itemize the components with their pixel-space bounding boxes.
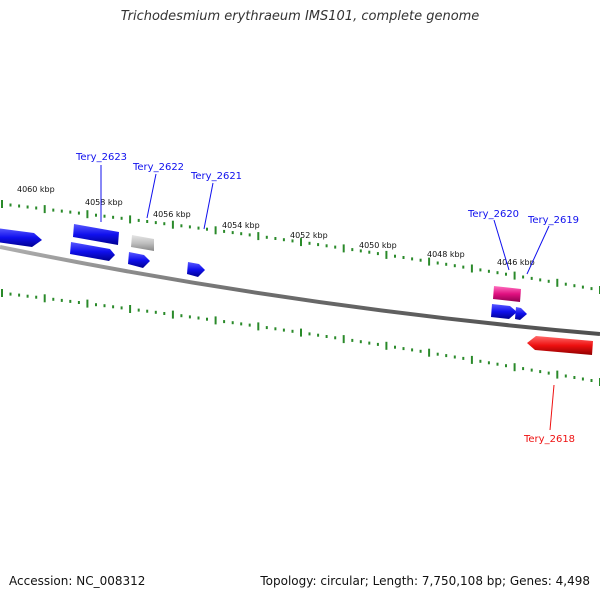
gene-feature[interactable]: [70, 242, 115, 261]
genome-backbone: [0, 245, 600, 336]
gene-labels: Tery_2623 Tery_2622 Tery_2621 Tery_2620 …: [75, 152, 579, 445]
scale-label: 4052 kbp: [290, 231, 328, 240]
scale-label: 4056 kbp: [153, 210, 191, 219]
gene-feature-tery-2619[interactable]: [515, 307, 527, 320]
scale-label: 4054 kbp: [222, 221, 260, 230]
gene-feature-tery-2622[interactable]: [131, 235, 154, 251]
scale-ticks-upper: [1, 200, 600, 294]
scale-label: 4050 kbp: [359, 241, 397, 250]
accession-text: Accession: NC_008312: [9, 574, 146, 588]
gene-feature-tery-2620[interactable]: [493, 286, 521, 302]
gene-label-tery-2622[interactable]: Tery_2622: [132, 162, 184, 173]
scale-label: 4058 kbp: [85, 198, 123, 207]
gene-label-tery-2618[interactable]: Tery_2618: [523, 434, 575, 445]
scale-label: 4060 kbp: [17, 185, 55, 194]
scale-label: 4046 kbp: [497, 258, 535, 267]
gene-label-tery-2623[interactable]: Tery_2623: [75, 152, 127, 163]
topology-text: Topology: circular; Length: 7,750,108 bp…: [260, 574, 590, 588]
gene-feature[interactable]: [0, 228, 42, 247]
gene-label-tery-2620[interactable]: Tery_2620: [467, 209, 519, 220]
gene-label-tery-2619[interactable]: Tery_2619: [527, 215, 579, 226]
map-title: Trichodesmium erythraeum IMS101, complet…: [120, 9, 480, 24]
gene-feature-tery-2621[interactable]: [187, 262, 205, 277]
gene-callouts: [100, 165, 555, 431]
scale-labels: 4060 kbp 4058 kbp 4056 kbp 4054 kbp 4052…: [17, 185, 535, 267]
gene-feature-tery-2618[interactable]: [527, 336, 593, 355]
gene-feature-tery-2623[interactable]: [73, 224, 119, 245]
gene-label-tery-2621[interactable]: Tery_2621: [190, 171, 242, 182]
scale-label: 4048 kbp: [427, 250, 465, 259]
gene-feature[interactable]: [491, 304, 517, 319]
gene-feature[interactable]: [128, 252, 150, 268]
scale-ticks-lower: [1, 289, 600, 386]
